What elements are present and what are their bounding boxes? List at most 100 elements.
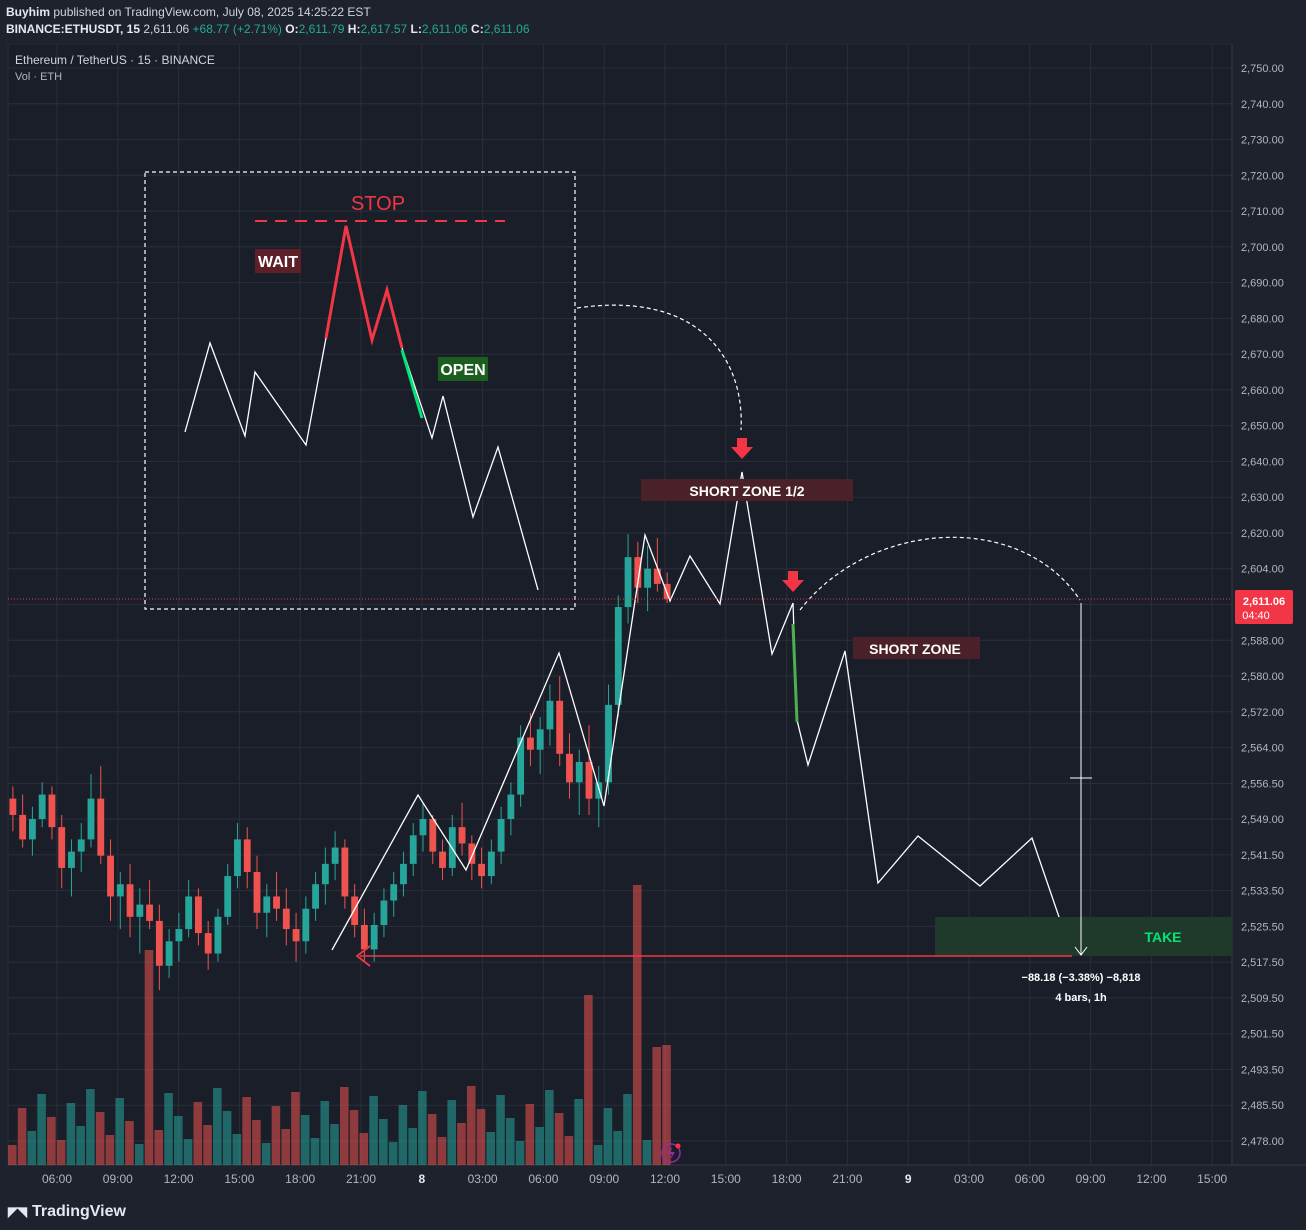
volume-bar (320, 1101, 330, 1165)
volume-bar (27, 1131, 37, 1165)
x-tick-label: 15:00 (224, 1172, 254, 1186)
volume-bar (271, 1106, 281, 1165)
short-arrow-1 (731, 438, 753, 459)
candle-body (321, 863, 329, 885)
volume-bar (134, 1144, 144, 1165)
y-tick-label: 2,525.50 (1241, 921, 1284, 933)
y-tick-label: 2,680.00 (1241, 313, 1284, 325)
author-line: Buyhim published on TradingView.com, Jul… (6, 5, 371, 19)
open-label: OPEN (440, 362, 485, 379)
projected-entry-segment (791, 623, 799, 723)
x-tick-label: 12:00 (1136, 1172, 1166, 1186)
volume-bar (506, 1118, 515, 1165)
volume-bar (496, 1095, 505, 1165)
last-price: 2,611.06 (143, 22, 190, 36)
candle-body (605, 704, 612, 783)
y-tick-label: 2,541.50 (1241, 850, 1284, 862)
volume-bar (613, 1131, 622, 1165)
candle-body (9, 798, 17, 815)
take-label: TAKE (1144, 929, 1181, 945)
x-tick-label: 18:00 (772, 1172, 802, 1186)
candle-body (634, 557, 642, 588)
x-tick-label: 03:00 (468, 1172, 498, 1186)
y-tick-label: 2,580.00 (1241, 671, 1284, 683)
volume-bar (115, 1098, 124, 1165)
close-label: C: (471, 22, 484, 36)
footer: ◤◥ TradingView (0, 1196, 1306, 1230)
candle-body (273, 896, 280, 909)
x-tick-label: 15:00 (1197, 1172, 1227, 1186)
y-tick-label: 2,604.00 (1241, 564, 1284, 576)
candle-body (497, 819, 505, 852)
candle-body (292, 929, 300, 942)
volume-bar (105, 1135, 115, 1165)
volume-bar (56, 1140, 66, 1165)
price-change: +68.77 (+2.71%) (192, 22, 282, 36)
candle-body (517, 737, 525, 795)
volume-bar (125, 1121, 134, 1165)
volume-bar (466, 1086, 476, 1165)
candle-body (107, 855, 114, 897)
curve-arrow-1 (576, 304, 742, 431)
low-label: L: (410, 22, 422, 36)
candle-body (204, 933, 212, 954)
candle-body (468, 843, 476, 864)
y-tick-label: 2,485.50 (1241, 1100, 1284, 1112)
short-zone-1-bg (641, 479, 853, 501)
y-tick-label: 2,620.00 (1241, 528, 1284, 540)
volume-bar (281, 1129, 290, 1165)
x-tick-label: 8 (418, 1172, 425, 1186)
author-name[interactable]: Buyhim (6, 5, 51, 19)
y-tick-label: 2,549.00 (1241, 814, 1284, 826)
volume-bar (418, 1091, 427, 1165)
candle-body (77, 839, 85, 852)
volume-bar (525, 1104, 535, 1165)
price-badge-value: 2,611.06 (1243, 596, 1285, 608)
candle-body (419, 819, 427, 836)
open-label-bg (438, 357, 488, 381)
tradingview-logo[interactable]: ◤◥ TradingView (8, 1203, 126, 1221)
candle-body (566, 753, 573, 783)
close-value: 2,611.06 (483, 22, 530, 36)
volume-bar (242, 1097, 251, 1165)
y-tick-label: 2,640.00 (1241, 456, 1284, 468)
volume-bar (623, 1094, 632, 1165)
x-tick-label: 21:00 (832, 1172, 862, 1186)
y-tick-label: 2,509.50 (1241, 993, 1284, 1005)
candle-body (614, 607, 622, 705)
candle-body (439, 851, 446, 868)
x-tick-label: 06:00 (42, 1172, 72, 1186)
scenario-green-leg (400, 349, 424, 419)
zigzag-path (331, 471, 794, 951)
brand-name: TradingView (32, 1203, 126, 1220)
candle-body (214, 916, 222, 954)
candle-body (28, 819, 36, 840)
volume-bar (174, 1116, 183, 1165)
target-arrowhead (355, 945, 371, 967)
candle-body (185, 896, 193, 930)
volume-bar (486, 1132, 496, 1165)
volume-bar (476, 1109, 486, 1165)
candle-body (644, 568, 652, 588)
short-arrow-2 (782, 571, 804, 592)
x-tick-label: 9 (905, 1172, 912, 1186)
volume-bar (593, 1145, 603, 1165)
candle-body (87, 798, 95, 840)
y-tick-label: 2,588.00 (1241, 635, 1284, 647)
volume-bar (642, 1140, 652, 1165)
candle-body (507, 794, 515, 820)
volume-bar (17, 1108, 27, 1165)
candle-body (68, 851, 75, 868)
candle-body (487, 851, 495, 877)
x-tick-label: 06:00 (1015, 1172, 1045, 1186)
x-tick-label: 09:00 (1076, 1172, 1106, 1186)
y-tick-label: 2,533.50 (1241, 886, 1284, 898)
volume-bar (37, 1094, 46, 1165)
candle-body (351, 896, 359, 925)
volume-bar (662, 1045, 671, 1165)
candle-body (19, 814, 27, 840)
y-tick-label: 2,670.00 (1241, 349, 1284, 361)
candle-body (624, 557, 632, 608)
volume-bar (574, 1099, 583, 1165)
